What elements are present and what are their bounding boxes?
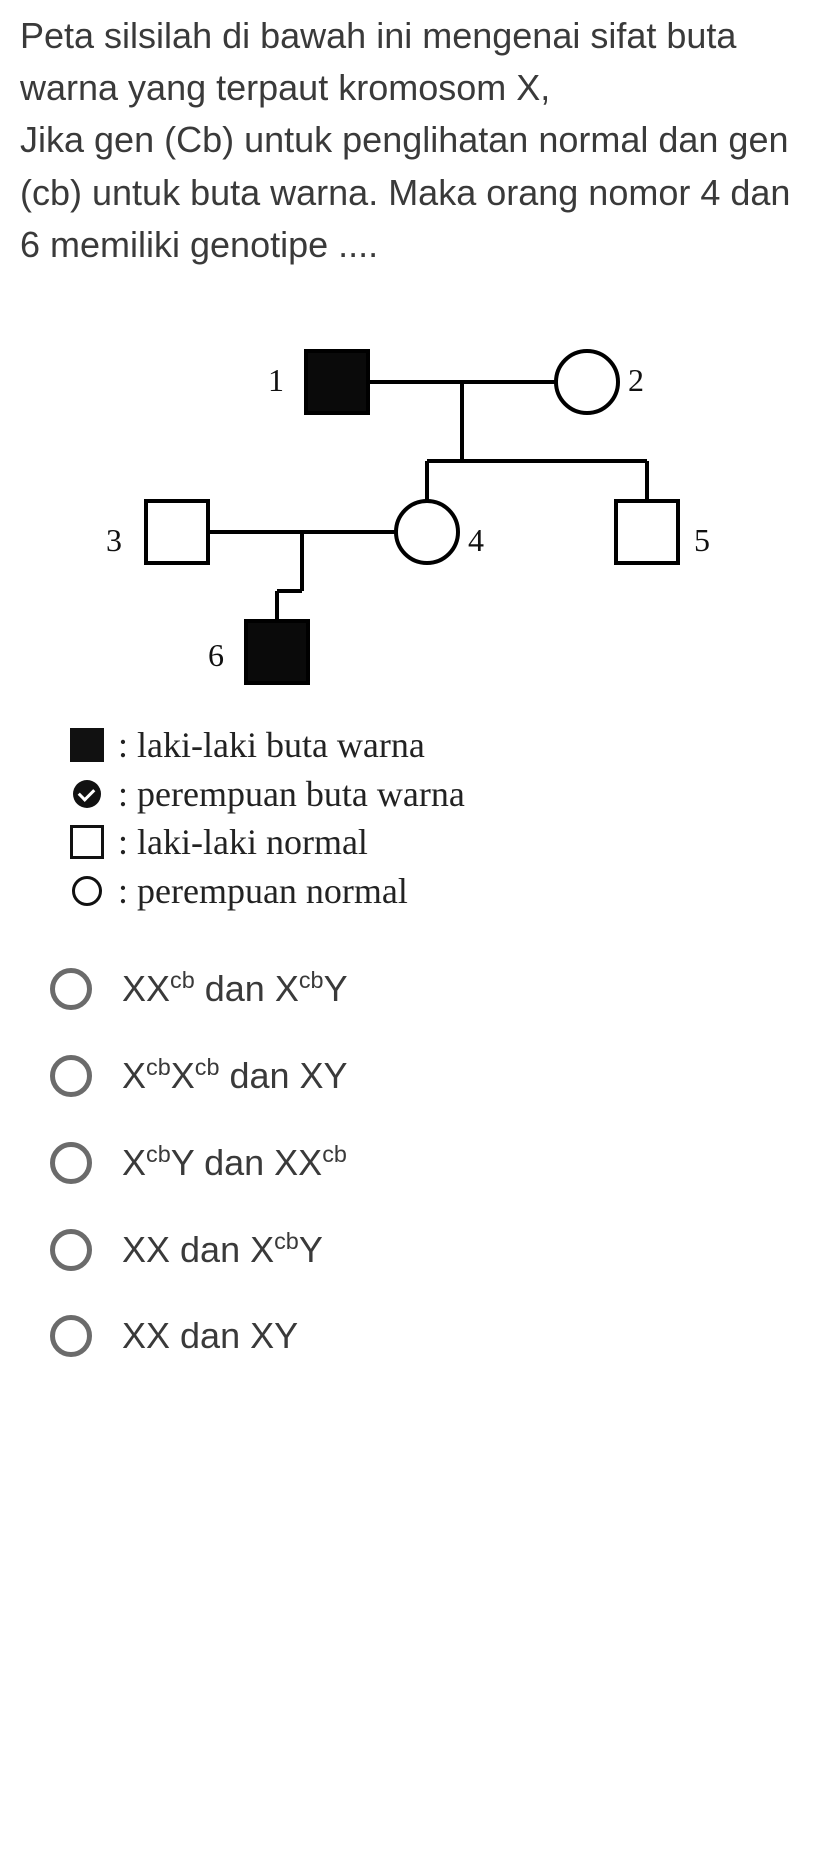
answer-option[interactable]: XX dan XY (20, 1293, 811, 1379)
legend-text: : perempuan buta warna (118, 770, 465, 819)
legend-text: : laki-laki buta warna (118, 721, 425, 770)
legend-symbol (70, 777, 104, 811)
svg-text:6: 6 (208, 637, 224, 673)
radio-icon[interactable] (50, 1142, 92, 1184)
legend: : laki-laki buta warna: perempuan buta w… (70, 721, 811, 915)
svg-text:4: 4 (468, 522, 484, 558)
legend-symbol (70, 825, 104, 859)
legend-row: : laki-laki buta warna (70, 721, 811, 770)
legend-text: : laki-laki normal (118, 818, 368, 867)
radio-icon[interactable] (50, 968, 92, 1010)
legend-row: : perempuan normal (70, 867, 811, 916)
pedigree-container: 1 2 3 4 5 6 (20, 311, 811, 711)
pedigree-diagram: 1 2 3 4 5 6 (86, 311, 746, 711)
answer-option[interactable]: XXcb dan XcbY (20, 945, 811, 1032)
legend-row: : perempuan buta warna (70, 770, 811, 819)
legend-text: : perempuan normal (118, 867, 408, 916)
answer-option[interactable]: XX dan XcbY (20, 1206, 811, 1293)
answer-option[interactable]: XcbY dan XXcb (20, 1119, 811, 1206)
options-list: XXcb dan XcbY XcbXcb dan XY XcbY dan XXcb X… (20, 945, 811, 1379)
radio-icon[interactable] (50, 1315, 92, 1357)
answer-option[interactable]: XcbXcb dan XY (20, 1032, 811, 1119)
svg-text:2: 2 (628, 362, 644, 398)
option-text: XcbXcb dan XY (122, 1054, 348, 1097)
question-text: Peta silsilah di bawah ini mengenai sifa… (20, 10, 811, 271)
question-line1: Peta silsilah di bawah ini mengenai sifa… (20, 15, 736, 108)
option-text: XX dan XcbY (122, 1228, 323, 1271)
legend-symbol (70, 874, 104, 908)
option-text: XXcb dan XcbY (122, 967, 348, 1010)
radio-icon[interactable] (50, 1055, 92, 1097)
svg-text:1: 1 (268, 362, 284, 398)
legend-row: : laki-laki normal (70, 818, 811, 867)
svg-text:5: 5 (694, 522, 710, 558)
legend-symbol (70, 728, 104, 762)
option-text: XcbY dan XXcb (122, 1141, 347, 1184)
option-text: XX dan XY (122, 1315, 298, 1357)
radio-icon[interactable] (50, 1229, 92, 1271)
question-line2: Jika gen (Cb) untuk penglihatan normal d… (20, 119, 790, 264)
svg-text:3: 3 (106, 522, 122, 558)
